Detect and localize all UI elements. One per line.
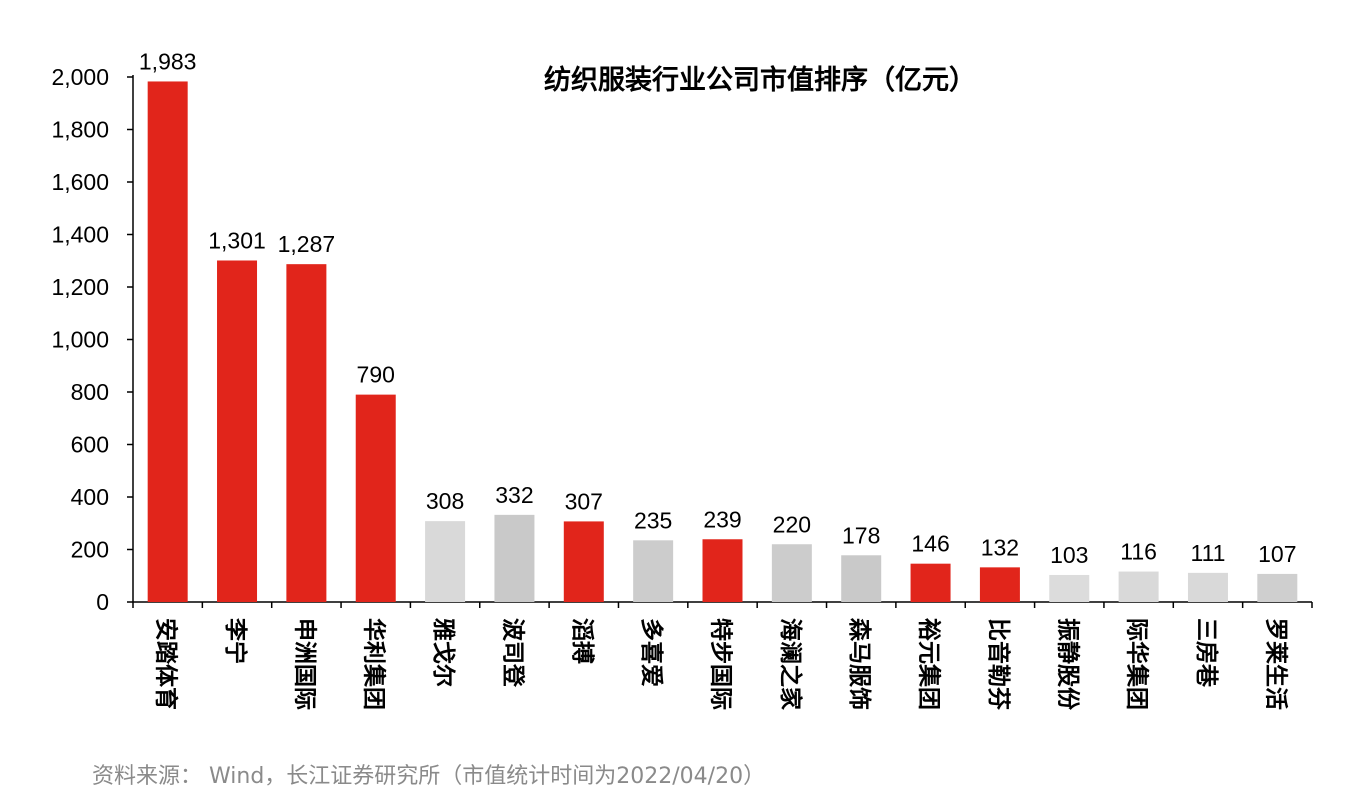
x-tick-label: 华利集团 [361,618,388,710]
y-tick-label: 1,200 [51,274,109,300]
x-tick-label: 森马服饰 [846,618,873,710]
bar-series [147,81,1298,602]
bar [910,563,951,602]
bar [633,540,674,602]
y-tick-label: 2,000 [51,64,109,90]
x-tick-label: 裕元集团 [916,618,943,710]
bar [1187,572,1228,602]
y-tick-label: 1,000 [51,327,109,353]
data-label: 332 [495,482,533,508]
bar [1257,573,1298,602]
category-labels: 安踏体育 李宁 申洲国际 华利集团 雅戈尔 波司登 滔搏 多喜爱 特步国际 海澜之家 森马服饰 裕元集… [153,618,1289,711]
bar [1118,571,1159,602]
x-tick-label: 雅戈尔 [430,618,457,687]
data-label: 107 [1258,541,1296,567]
y-tick-label: 1,400 [51,222,109,248]
x-tick-label: 滔搏 [569,618,596,664]
data-label: 220 [773,511,811,537]
data-label: 146 [911,531,949,557]
data-label: 239 [703,506,741,532]
y-tick-label: 200 [71,537,109,563]
x-tick-label: 波司登 [499,618,525,688]
bar [217,260,258,602]
x-tick-label: 安踏体育 [153,618,180,710]
data-label: 111 [1190,540,1225,566]
y-tick-label: 600 [71,432,109,458]
bar [771,544,812,602]
x-tick-label: 罗莱生活 [1262,618,1288,710]
data-label: 116 [1120,539,1157,565]
bar [563,521,604,602]
data-label: 790 [357,362,395,388]
y-tick-label: 800 [71,379,109,405]
x-tick-label: 申洲国际 [291,618,318,710]
x-tick-label: 际华集团 [1124,618,1151,710]
data-label: 1,301 [208,227,266,253]
data-label: 307 [565,488,603,514]
y-axis: 0 200 400 600 800 1,000 1,200 1,400 1,600 1,800 2,… [51,64,134,615]
x-tick-label: 比音勒芬 [985,618,1012,710]
value-labels: 1,983 1,301 1,287 790 308 332 307 235 239 220 178 1… [139,48,1297,568]
x-tick-label: 海澜之家 [777,618,804,710]
bar [702,539,743,602]
data-label: 178 [842,522,880,548]
x-tick-label: 多喜爱 [638,618,665,687]
y-tick-label: 0 [96,589,109,615]
bar [425,521,466,602]
x-tick-label: 李宁 [222,618,249,664]
y-tick-label: 1,600 [51,169,109,195]
data-label: 308 [426,488,464,514]
bar [147,81,188,602]
data-label: 132 [981,534,1019,560]
x-tick-label: 振静股份 [1054,618,1081,711]
bar [355,394,396,602]
data-label: 103 [1050,542,1088,568]
data-label: 235 [634,507,672,533]
bar [979,567,1020,602]
y-tick-label: 400 [71,484,109,510]
x-tick-label: 三房巷 [1193,618,1220,688]
bar [286,264,327,602]
bar [494,514,535,602]
source-note: 资料来源： Wind，长江证券研究所（市值统计时间为2022/04/20） [92,764,766,789]
data-label: 1,983 [139,48,197,74]
x-axis [132,601,1313,608]
chart-title: 纺织服装行业公司市值排序（亿元） [544,64,976,96]
data-label: 1,287 [278,231,336,257]
bar [1049,574,1090,602]
x-tick-label: 特步国际 [708,618,734,710]
y-tick-label: 1,800 [51,117,109,143]
bar [841,555,882,602]
